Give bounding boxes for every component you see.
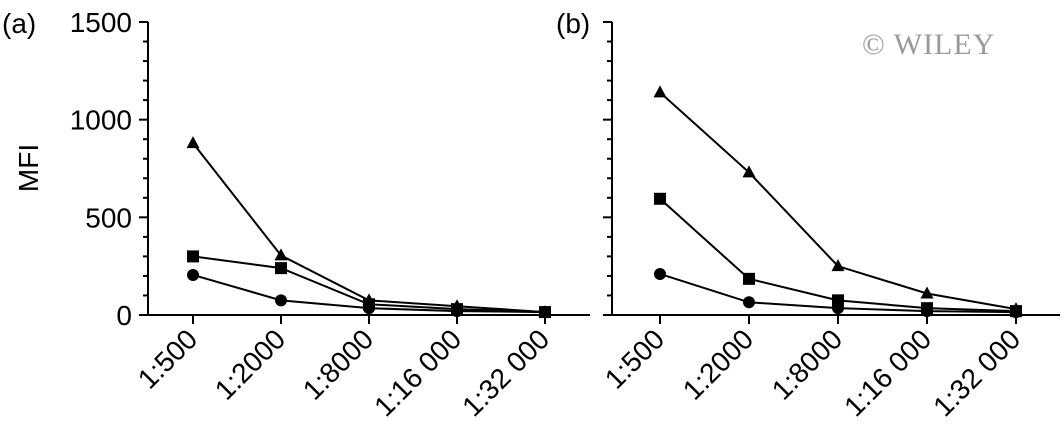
y-axis-label: MFI bbox=[13, 144, 44, 192]
y-tick-label: 1000 bbox=[70, 105, 132, 136]
data-point-circle bbox=[921, 305, 933, 318]
series-line-square bbox=[659, 198, 1017, 313]
data-point-triangle bbox=[186, 136, 200, 149]
x-tick-label: 1:8000 bbox=[297, 323, 379, 405]
data-point-square bbox=[654, 192, 666, 205]
data-point-triangle bbox=[831, 259, 845, 272]
data-point-circle bbox=[451, 305, 463, 318]
data-point-circle bbox=[654, 267, 666, 280]
x-tick-label: 1:2000 bbox=[209, 323, 291, 405]
x-tick-label: 1:2000 bbox=[677, 323, 759, 405]
data-point-square bbox=[187, 250, 199, 263]
data-point-circle bbox=[1010, 306, 1022, 319]
data-point-square bbox=[275, 262, 287, 275]
x-tick-label: 1:32 000 bbox=[927, 323, 1026, 422]
panel-label: (a) bbox=[2, 8, 36, 39]
data-point-square bbox=[743, 272, 755, 285]
data-point-circle bbox=[187, 268, 199, 281]
data-point-triangle bbox=[920, 286, 934, 299]
panel-label: (b) bbox=[556, 8, 590, 39]
y-tick-label: 1500 bbox=[70, 7, 132, 38]
series-line-triangle bbox=[659, 91, 1017, 311]
data-point-circle bbox=[275, 294, 287, 307]
data-point-triangle bbox=[274, 248, 288, 261]
x-tick-label: 1:32 000 bbox=[456, 323, 555, 422]
data-point-circle bbox=[743, 296, 755, 309]
x-tick-label: 1:500 bbox=[599, 323, 670, 394]
data-point-triangle bbox=[653, 85, 667, 98]
y-tick-label: 0 bbox=[116, 300, 132, 331]
data-point-circle bbox=[832, 302, 844, 315]
data-point-triangle bbox=[742, 165, 756, 178]
series-line-triangle bbox=[192, 142, 546, 314]
wiley-watermark: © WILEY bbox=[862, 28, 996, 61]
data-point-circle bbox=[539, 306, 551, 319]
x-tick-label: 1:8000 bbox=[766, 323, 848, 405]
x-tick-label: 1:16 000 bbox=[368, 323, 467, 422]
y-tick-label: 500 bbox=[85, 202, 132, 233]
x-tick-label: 1:16 000 bbox=[838, 323, 937, 422]
x-tick-label: 1:500 bbox=[132, 323, 203, 394]
data-point-circle bbox=[363, 302, 375, 315]
